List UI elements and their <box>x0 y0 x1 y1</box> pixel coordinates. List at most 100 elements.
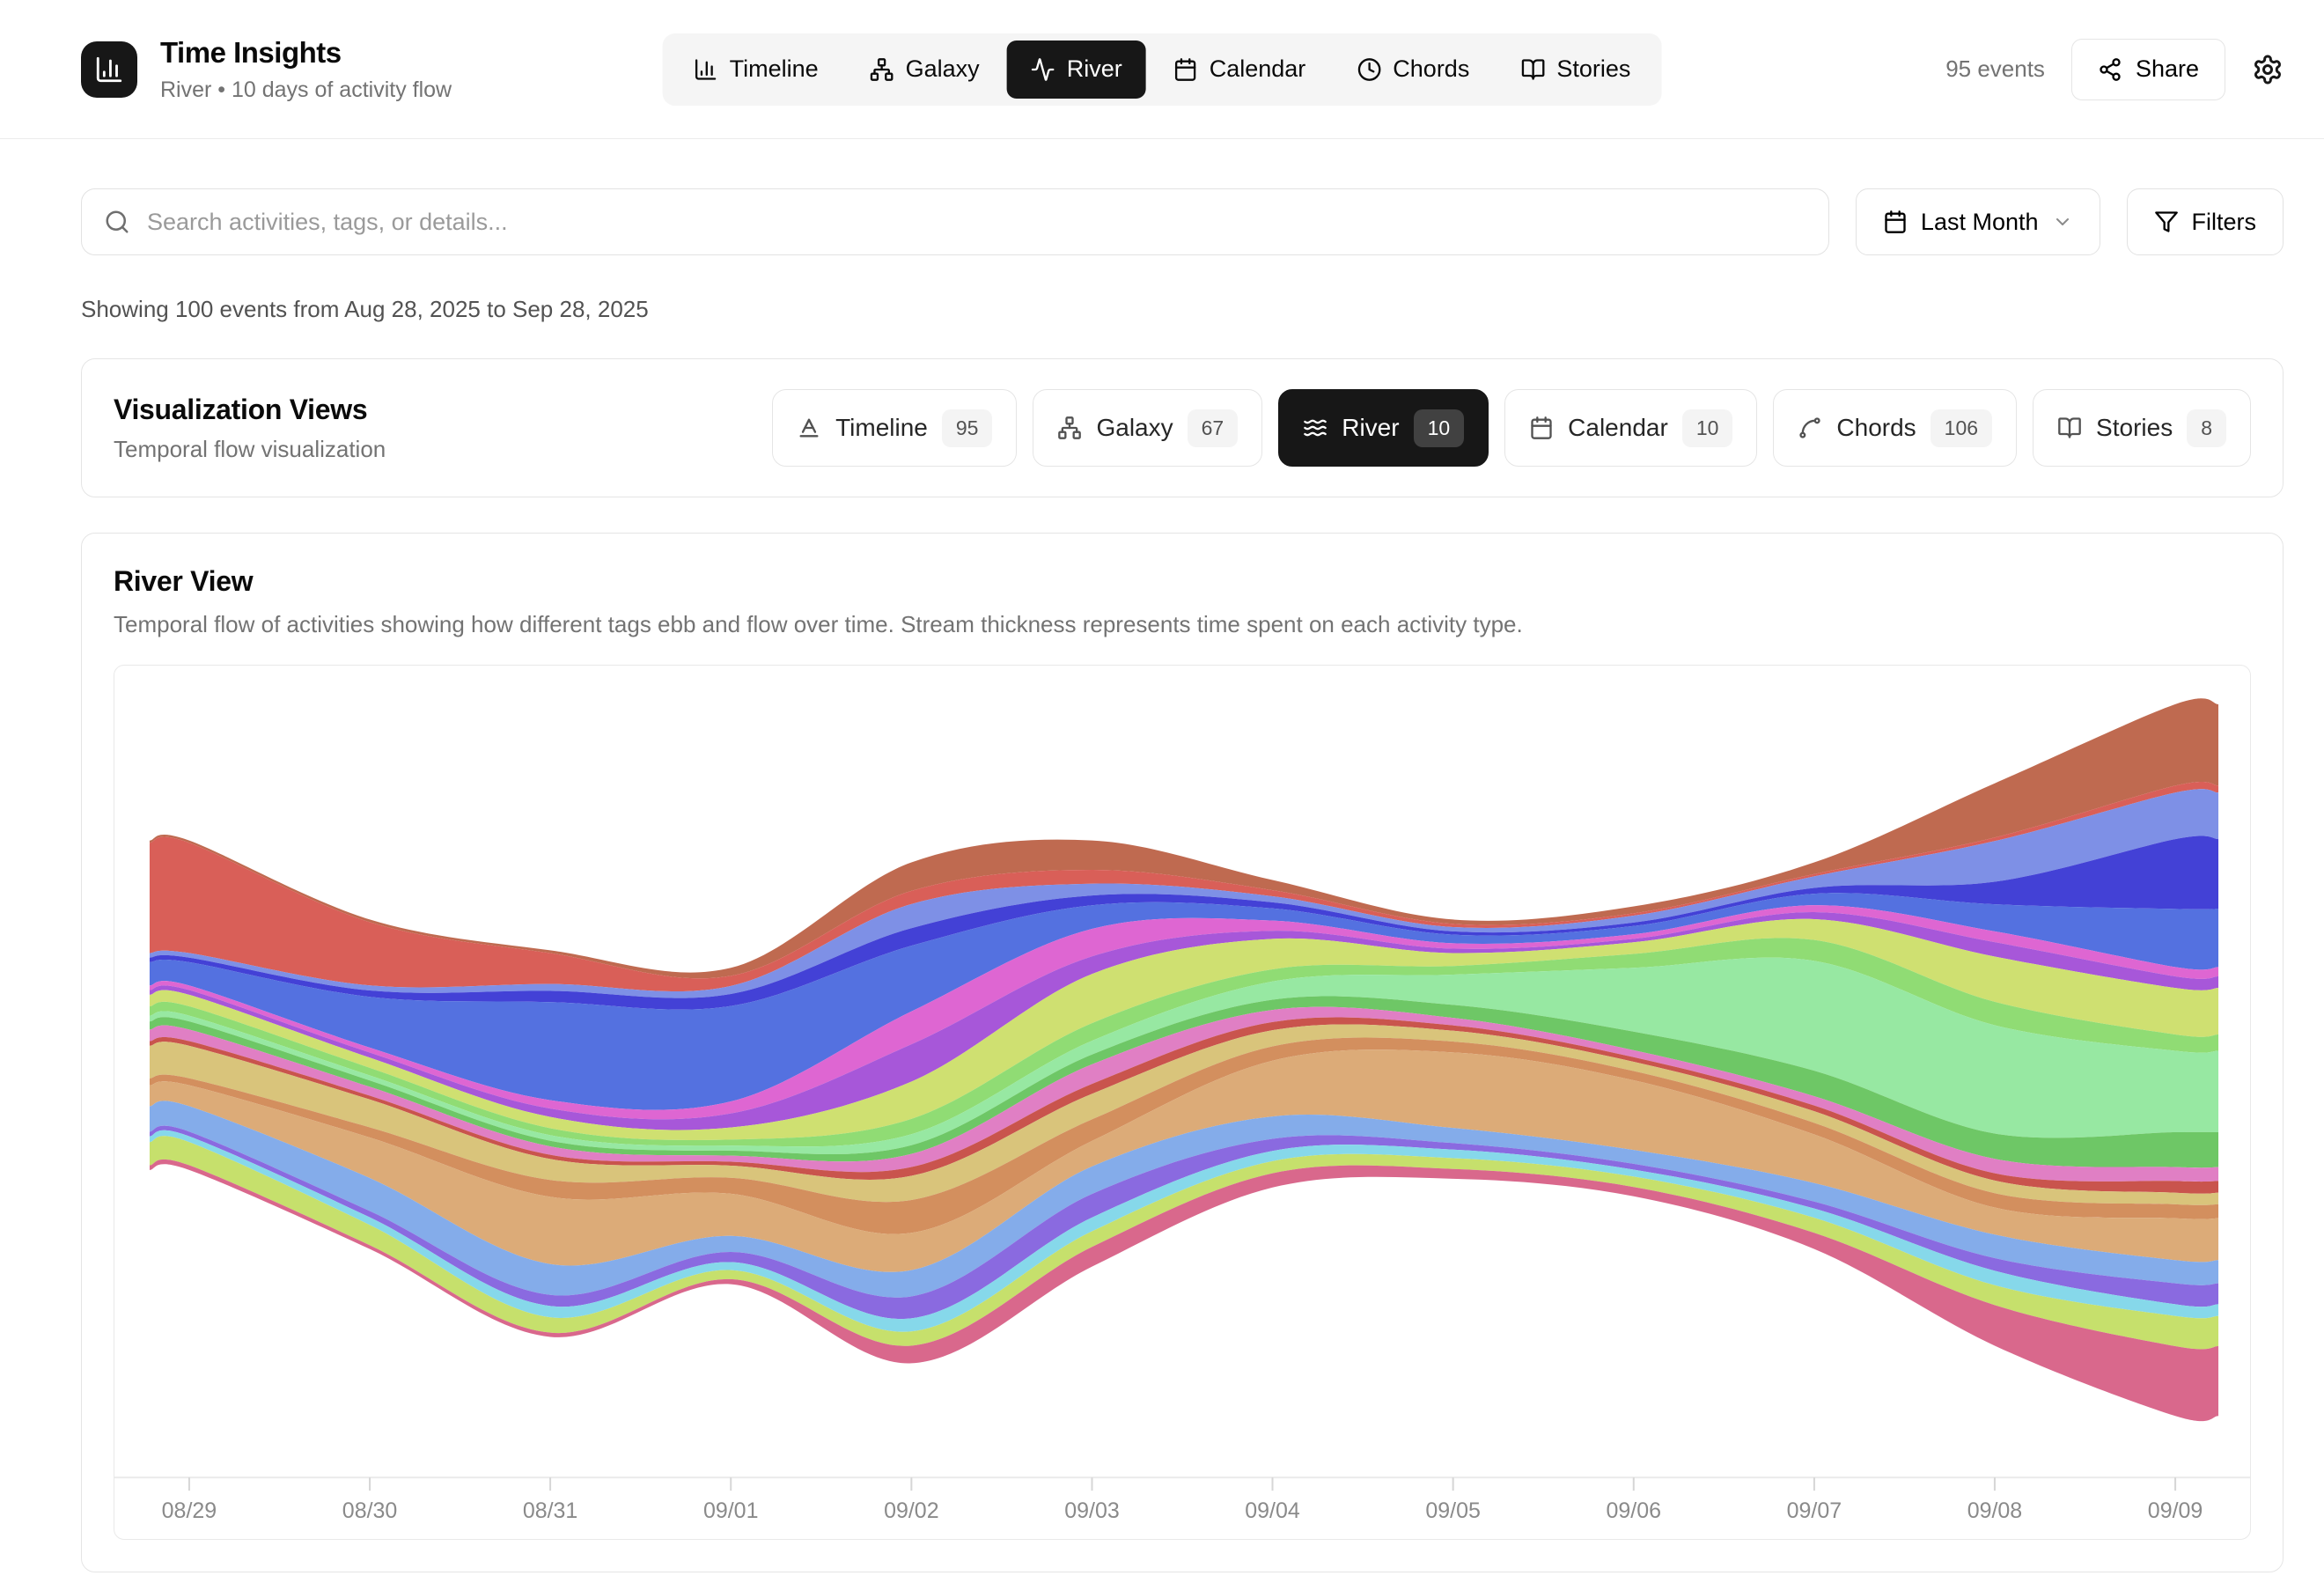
clock-icon <box>1357 57 1381 82</box>
views-row: Timeline 95 Galaxy 67 River 10 Calendar 10 Chord… <box>772 389 2251 467</box>
filters-row: Last Month Filters <box>81 188 2284 255</box>
tab-calendar[interactable]: Calendar <box>1150 40 1330 99</box>
streamgraph-svg: 08/29 08/30 08/31 09/01 09/02 09/03 09/04 09/05… <box>114 698 2250 1523</box>
x-axis-label: 09/01 <box>703 1498 758 1523</box>
stream-periwinkle <box>149 789 2219 998</box>
tab-river[interactable]: River <box>1006 40 1146 99</box>
tab-label: Galaxy <box>905 55 980 82</box>
network-icon <box>1057 416 1082 440</box>
date-range-button[interactable]: Last Month <box>1855 188 2100 255</box>
tab-stories[interactable]: Stories <box>1497 40 1654 99</box>
stream-khaki <box>149 1024 2219 1205</box>
view-label: Chords <box>1836 414 1916 441</box>
page-title: Time Insights <box>160 35 342 69</box>
tab-chords[interactable]: Chords <box>1333 40 1493 99</box>
network-icon <box>870 57 894 82</box>
app-logo <box>81 40 137 98</box>
views-card-subtitle: Temporal flow visualization <box>114 435 386 462</box>
river-card-description: Temporal flow of activities showing how … <box>114 611 1523 637</box>
view-stories-button[interactable]: Stories 8 <box>2033 389 2251 467</box>
stream-crimson <box>149 1017 2219 1194</box>
x-axis-label: 09/07 <box>1787 1498 1842 1523</box>
view-label: River <box>1342 414 1400 441</box>
tab-label: Stories <box>1556 55 1631 82</box>
view-calendar-button[interactable]: Calendar 10 <box>1504 389 1758 467</box>
view-count-badge: 8 <box>2187 409 2226 447</box>
search-icon <box>104 209 130 235</box>
stream-mint <box>149 957 2219 1155</box>
stream-royalblue <box>149 893 2219 1110</box>
tab-timeline[interactable]: Timeline <box>670 40 842 99</box>
filters-button[interactable]: Filters <box>2126 188 2284 255</box>
views-card-heading: Visualization Views Temporal flow visual… <box>114 394 386 463</box>
view-river-button[interactable]: River 10 <box>1278 389 1489 467</box>
view-count-badge: 10 <box>1413 409 1465 447</box>
view-count-badge: 95 <box>941 409 993 447</box>
app-header: Time Insights River • 10 days of activit… <box>0 0 2324 139</box>
spline-icon <box>1798 416 1822 440</box>
search-box[interactable] <box>81 188 1829 255</box>
stream-violet <box>149 1125 2219 1320</box>
x-axis-label: 09/06 <box>1607 1498 1661 1523</box>
chart-column-icon <box>694 57 718 82</box>
view-label: Timeline <box>835 414 928 441</box>
stream-lightblue <box>149 1101 2219 1298</box>
x-axis-label: 09/02 <box>884 1498 938 1523</box>
view-count-badge: 106 <box>1930 409 1993 447</box>
tab-label: Timeline <box>729 55 819 82</box>
share-label: Share <box>2135 55 2199 82</box>
settings-button[interactable] <box>2252 54 2284 85</box>
x-axis-label: 09/05 <box>1425 1498 1480 1523</box>
river-card-title: River View <box>114 565 254 597</box>
x-axis-label: 09/04 <box>1245 1498 1300 1523</box>
x-axis-label: 08/31 <box>523 1498 577 1523</box>
river-view-card: River View Temporal flow of activities s… <box>81 533 2284 1572</box>
view-chords-button[interactable]: Chords 106 <box>1773 389 2018 467</box>
results-summary: Showing 100 events from Aug 28, 2025 to … <box>81 296 649 322</box>
book-open-icon <box>2057 416 2082 440</box>
view-tabbar: Timeline Galaxy River Calendar Chords Stories <box>662 33 1662 106</box>
header-right: 95 events Share <box>1945 38 2284 100</box>
tab-label: Chords <box>1393 55 1470 82</box>
stream-tan <box>149 1049 2219 1272</box>
visualization-views-card: Visualization Views Temporal flow visual… <box>81 358 2284 497</box>
stream-skyblue <box>149 1130 2219 1332</box>
gear-icon <box>2252 54 2284 85</box>
x-axis-label: 09/09 <box>2148 1498 2203 1523</box>
stream-orange <box>149 1037 2219 1234</box>
river-streamgraph: 08/29 08/30 08/31 09/01 09/02 09/03 09/04 09/05… <box>114 665 2251 1540</box>
title-block: Time Insights River • 10 days of activit… <box>160 36 452 103</box>
waves-icon <box>1303 416 1327 440</box>
calendar-icon <box>1173 57 1198 82</box>
events-count: 95 events <box>1945 55 2045 82</box>
share-icon <box>2098 57 2122 82</box>
stream-indigo <box>149 836 2219 1010</box>
stream-red <box>149 781 2219 992</box>
filter-icon <box>2154 210 2179 234</box>
tab-label: River <box>1066 55 1122 82</box>
stream-yellowgreen <box>149 918 2219 1140</box>
view-label: Calendar <box>1568 414 1668 441</box>
view-label: Galaxy <box>1096 414 1173 441</box>
view-galaxy-button[interactable]: Galaxy 67 <box>1033 389 1263 467</box>
chart-column-icon <box>94 55 124 85</box>
share-button[interactable]: Share <box>2070 38 2225 100</box>
stream-pink <box>149 1006 2219 1182</box>
stream-green <box>149 996 2219 1168</box>
search-input[interactable] <box>147 208 1806 236</box>
stream-rose <box>149 1159 2219 1422</box>
view-timeline-button[interactable]: Timeline 95 <box>772 389 1018 467</box>
tab-label: Calendar <box>1209 55 1306 82</box>
calendar-icon <box>1883 210 1908 234</box>
tab-galaxy[interactable]: Galaxy <box>846 40 1004 99</box>
view-label: Stories <box>2096 414 2173 441</box>
x-axis-label: 09/08 <box>1967 1498 2022 1523</box>
book-open-icon <box>1520 57 1545 82</box>
baseline-icon <box>797 416 821 440</box>
x-axis-label: 08/30 <box>342 1498 397 1523</box>
brand: Time Insights River • 10 days of activit… <box>81 36 452 103</box>
view-count-badge: 67 <box>1187 409 1239 447</box>
calendar-icon <box>1529 416 1554 440</box>
views-card-title: Visualization Views <box>114 393 368 425</box>
